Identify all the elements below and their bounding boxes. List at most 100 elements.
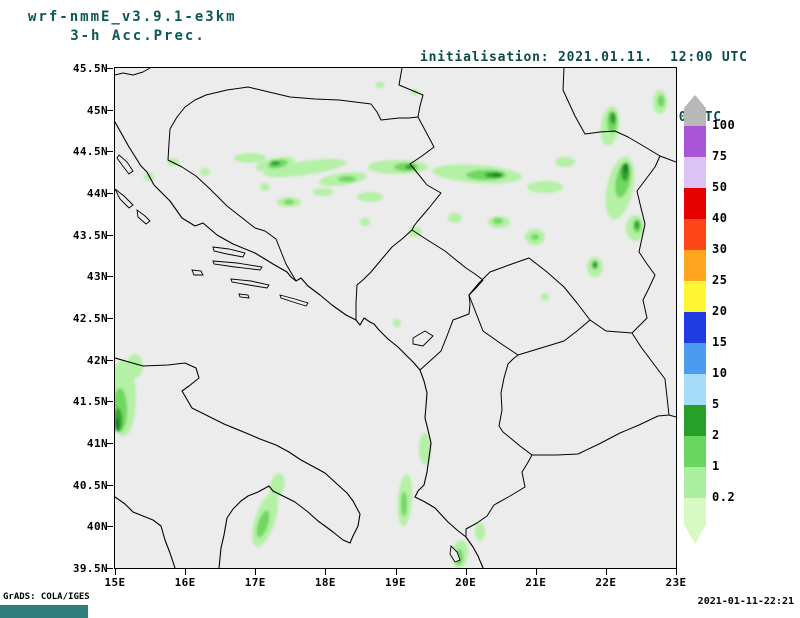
legend-value-label: 15 (712, 335, 728, 349)
border-croatia-serbia (398, 67, 423, 117)
tick-mark (107, 151, 113, 153)
legend-value-label: 75 (712, 149, 728, 163)
tick-mark (115, 568, 116, 575)
tick-mark (395, 568, 397, 575)
latitude-tickmarks (107, 68, 113, 569)
island-korcula (229, 277, 270, 288)
country-borders (114, 67, 676, 537)
x-tick-label: 16E (174, 576, 196, 589)
tick-mark (325, 568, 327, 575)
y-tick-label: 44.5N (72, 145, 108, 159)
y-tick-label: 40N (86, 520, 108, 534)
x-tick-label: 20E (455, 576, 477, 589)
x-tick-label: 22E (595, 576, 617, 589)
x-tick-label: 21E (525, 576, 547, 589)
tick-mark (535, 568, 537, 575)
legend-value-label: 30 (712, 242, 728, 256)
adriatic-east-coastline (114, 120, 484, 568)
legend-value-label: 2 (712, 428, 720, 442)
border-slovenia-croatia (114, 67, 150, 75)
legend-color-box (684, 95, 706, 126)
y-tick-label: 39.5N (72, 562, 108, 575)
x-tick-label: 17E (244, 576, 266, 589)
longitude-tickmarks (115, 568, 677, 576)
legend-value-label: 20 (712, 304, 728, 318)
tick-mark (107, 568, 113, 569)
legend-color-box (684, 188, 706, 219)
legend-color-box (684, 498, 706, 544)
legend-value-label: 0.2 (712, 490, 736, 504)
y-tick-label: 43.5N (72, 228, 108, 242)
legend-color-box (684, 405, 706, 436)
longitude-axis: 15E 16E 17E 18E 19E 20E 21E 22E 23E (104, 576, 686, 592)
tick-mark (255, 568, 257, 575)
tick-mark (107, 359, 113, 361)
tick-mark (465, 568, 467, 575)
legend-value-label: 10 (712, 366, 728, 380)
legend-value-label: 5 (712, 397, 720, 411)
island-corfu (449, 544, 461, 563)
border-serbia-macedonia (589, 319, 632, 333)
legend-color-box (684, 157, 706, 188)
grads-logo-bar (0, 605, 88, 618)
x-tick-label: 19E (384, 576, 407, 589)
tick-mark (107, 484, 113, 486)
grads-credit: GrADS: COLA/IGES (3, 592, 90, 602)
tick-mark (107, 318, 113, 319)
model-name: wrf-nmmE_v3.9.1-e3km (28, 9, 237, 25)
island-dugi-otok (114, 188, 134, 209)
border-macedonia-bulgaria (631, 332, 669, 415)
y-tick-label: 42.5N (72, 312, 108, 325)
island-hvar (211, 259, 263, 270)
border-bosnia-montenegro (355, 229, 412, 320)
island-kornati (135, 208, 151, 225)
border-macedonia-greece (531, 414, 669, 455)
x-tick-label: 15E (104, 576, 126, 589)
border-serbia-montenegro (411, 229, 483, 295)
tick-mark (107, 526, 113, 528)
y-tick-label: 44N (86, 187, 108, 200)
border-montenegro-albania (419, 294, 470, 370)
tick-mark (107, 109, 113, 111)
legend-value-label: 1 (712, 459, 720, 473)
precipitation-colorbar: 100 75 50 40 30 25 20 15 10 5 2 1 0.2 (684, 95, 744, 565)
y-tick-label: 43N (86, 270, 108, 284)
island-pag (115, 153, 134, 175)
legend-value-label: 40 (712, 211, 728, 225)
lake-skadar (412, 329, 434, 346)
tick-mark (676, 568, 677, 575)
tick-mark (107, 193, 113, 194)
legend-color-box (684, 374, 706, 405)
x-tick-label: 23E (665, 576, 687, 589)
precipitation-shading (114, 81, 667, 568)
tick-mark (107, 401, 113, 403)
island-brac (211, 245, 246, 258)
border-bulgaria-greece (668, 414, 676, 417)
border-albania-macedonia (498, 354, 532, 455)
legend-value-label: 25 (712, 273, 728, 287)
legend-color-box (684, 436, 706, 467)
island-mljet (278, 293, 309, 307)
y-tick-label: 45.5N (72, 62, 108, 75)
legend-color-box (684, 281, 706, 312)
y-tick-label: 45N (86, 103, 108, 117)
latitude-axis: 45.5N 45N 44.5N 44N 43.5N 43N 42.5N 42N 41.5N 41N… (62, 62, 108, 575)
legend-color-box (684, 250, 706, 281)
legend-color-box (684, 343, 706, 374)
tick-mark (107, 443, 113, 444)
italy-adriatic-coastline (114, 356, 361, 568)
map-plot-area (113, 66, 677, 569)
tick-mark (605, 568, 607, 575)
y-tick-label: 42N (86, 353, 108, 367)
island-lastovo (237, 292, 250, 299)
border-albania-greece (465, 454, 532, 537)
legend-value-label: 100 (712, 118, 736, 132)
tick-mark (107, 276, 113, 278)
adriatic-islands (114, 153, 461, 563)
legend-value-label: 50 (712, 180, 728, 194)
model-title-block: wrf-nmmE_v3.9.1-e3km 3-h Acc.Prec. (28, 8, 248, 46)
tick-mark (107, 234, 113, 236)
tick-mark (107, 68, 113, 69)
legend-color-box (684, 467, 706, 498)
